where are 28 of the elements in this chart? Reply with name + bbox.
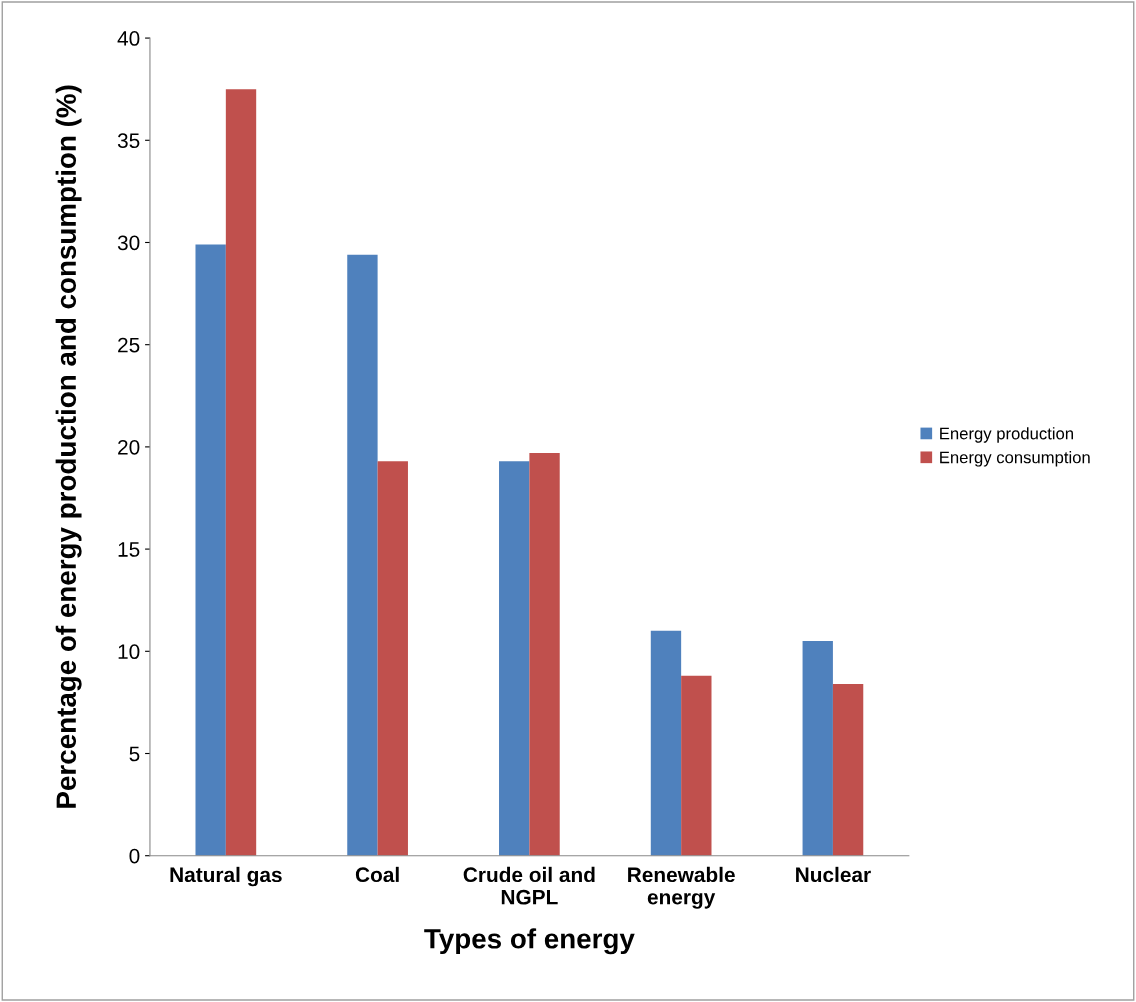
bar <box>529 453 560 856</box>
y-tick-label: 0 <box>129 848 140 864</box>
x-tick-label: Nuclear <box>796 866 871 883</box>
x-tick-label: Renewable energy <box>628 866 735 909</box>
x-axis-title: Types of energy <box>424 928 635 955</box>
legend-label: Energy production <box>940 427 1073 443</box>
x-tick-label: Coal <box>355 866 399 883</box>
bar <box>377 461 408 856</box>
legend-label: Energy consumption <box>940 451 1090 467</box>
y-tick-label: 15 <box>118 542 140 557</box>
bar <box>650 630 682 856</box>
y-tick-label: 25 <box>118 337 140 353</box>
bar <box>681 675 712 856</box>
y-axis-title: Percentage of energy production and consumption (%) <box>55 85 82 808</box>
bar <box>499 461 530 856</box>
x-tick-label: Crude oil and NGPL <box>463 866 595 905</box>
bar <box>802 641 833 856</box>
y-tick-label: 40 <box>117 31 140 46</box>
y-tick-label: 30 <box>117 235 140 251</box>
y-tick-label: 20 <box>118 439 140 455</box>
bar <box>195 244 226 856</box>
y-tick-label: 5 <box>129 746 140 762</box>
y-tick-label: 35 <box>117 133 140 149</box>
bar <box>832 684 864 856</box>
bar <box>225 89 257 856</box>
y-tick-label: 10 <box>118 644 140 660</box>
bar <box>347 254 378 856</box>
x-tick-label: Natural gas <box>170 866 282 887</box>
